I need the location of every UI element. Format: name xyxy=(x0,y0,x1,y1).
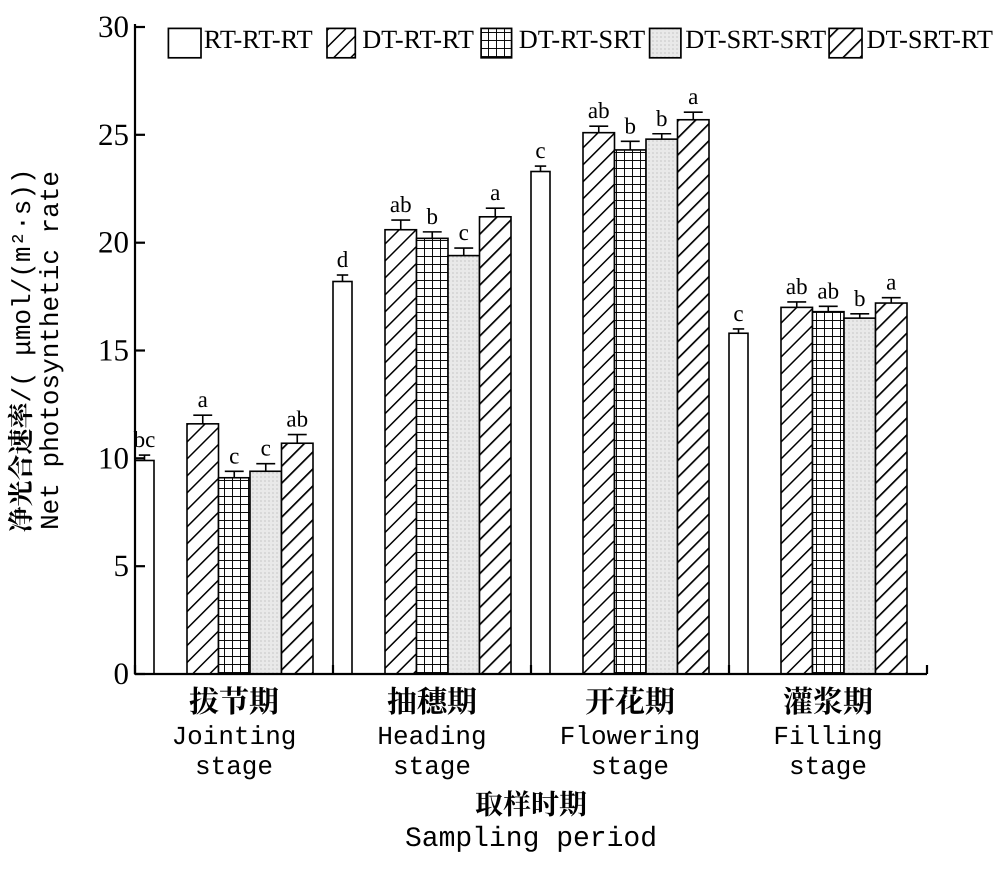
svg-text:Flowering: Flowering xyxy=(560,722,700,752)
svg-text:Sampling period: Sampling period xyxy=(405,824,657,855)
svg-text:灌浆期: 灌浆期 xyxy=(783,677,873,721)
svg-text:Net photosynthetic rate: Net photosynthetic rate xyxy=(36,171,66,530)
svg-text:c: c xyxy=(229,443,239,468)
svg-text:抽穗期: 抽穗期 xyxy=(387,677,477,721)
svg-text:20: 20 xyxy=(98,225,129,260)
svg-text:d: d xyxy=(337,247,349,272)
svg-text:开花期: 开花期 xyxy=(585,677,675,721)
svg-text:c: c xyxy=(535,138,545,163)
svg-text:ab: ab xyxy=(786,274,808,299)
svg-text:10: 10 xyxy=(98,440,129,475)
svg-text:bc: bc xyxy=(134,427,156,452)
svg-text:c: c xyxy=(459,220,469,245)
svg-text:0: 0 xyxy=(114,656,130,691)
svg-text:Filling: Filling xyxy=(773,722,882,752)
svg-text:b: b xyxy=(625,113,637,138)
svg-text:b: b xyxy=(854,286,866,311)
svg-text:b: b xyxy=(656,106,668,131)
svg-text:stage: stage xyxy=(591,752,669,782)
svg-text:DT-SRT-SRT: DT-SRT-SRT xyxy=(685,25,826,54)
svg-text:DT-RT-SRT: DT-RT-SRT xyxy=(519,25,645,54)
svg-text:RT-RT-RT: RT-RT-RT xyxy=(204,25,313,54)
svg-text:DT-SRT-RT: DT-SRT-RT xyxy=(867,25,993,54)
svg-text:5: 5 xyxy=(114,548,130,583)
svg-text:a: a xyxy=(886,270,896,295)
svg-text:stage: stage xyxy=(393,752,471,782)
svg-text:取样时期: 取样时期 xyxy=(475,783,587,823)
svg-text:a: a xyxy=(198,387,208,412)
svg-text:stage: stage xyxy=(195,752,273,782)
svg-text:ab: ab xyxy=(588,98,610,123)
svg-text:a: a xyxy=(490,180,500,205)
svg-text:ab: ab xyxy=(817,278,839,303)
svg-text:stage: stage xyxy=(789,752,867,782)
svg-text:ab: ab xyxy=(286,407,308,432)
svg-text:ab: ab xyxy=(390,192,412,217)
svg-text:c: c xyxy=(733,301,743,326)
svg-text:DT-RT-RT: DT-RT-RT xyxy=(362,25,474,54)
svg-text:拔节期: 拔节期 xyxy=(189,677,279,721)
svg-text:Jointing: Jointing xyxy=(172,722,297,752)
svg-text:a: a xyxy=(688,84,698,109)
svg-text:c: c xyxy=(261,436,271,461)
svg-text:b: b xyxy=(427,204,439,229)
svg-text:Heading: Heading xyxy=(377,722,486,752)
svg-text:15: 15 xyxy=(98,333,129,368)
svg-text:30: 30 xyxy=(98,9,129,44)
svg-text:25: 25 xyxy=(98,117,129,152)
